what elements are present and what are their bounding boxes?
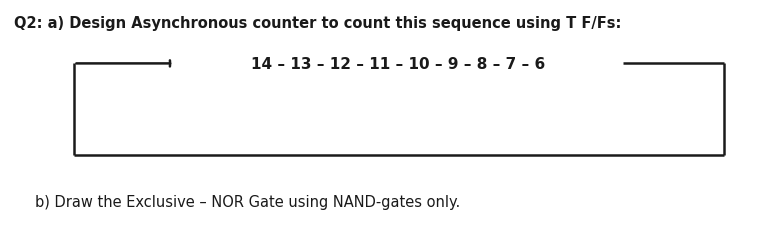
Text: Q2: a) Design Asynchronous counter to count this sequence using T F/Fs:: Q2: a) Design Asynchronous counter to co…	[14, 16, 622, 31]
Text: b) Draw the Exclusive – NOR Gate using NAND-gates only.: b) Draw the Exclusive – NOR Gate using N…	[35, 194, 460, 209]
Text: 14 – 13 – 12 – 11 – 10 – 9 – 8 – 7 – 6: 14 – 13 – 12 – 11 – 10 – 9 – 8 – 7 – 6	[252, 57, 546, 72]
